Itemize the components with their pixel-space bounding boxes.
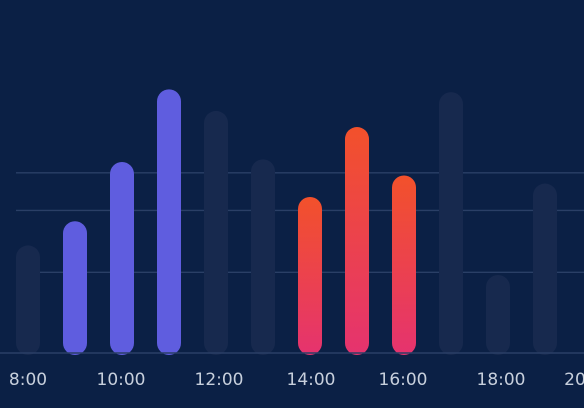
bar-warm-gradient-1400	[298, 196, 322, 355]
x-tick-label: 12:00	[195, 370, 244, 390]
x-tick-label: 10:00	[97, 370, 146, 390]
x-tick-label: 14:00	[287, 370, 336, 390]
bar-inactive-1300	[251, 159, 275, 355]
bar-inactive-1800	[486, 274, 510, 355]
bar-warm-gradient-1600	[392, 175, 416, 355]
x-tick-label: 16:00	[379, 370, 428, 390]
bar-inactive-1200	[204, 110, 228, 356]
bars-group	[16, 89, 557, 356]
bar-blue-1100	[157, 89, 181, 355]
bar-blue-1000	[110, 162, 134, 355]
x-tick-label: 20	[564, 370, 584, 390]
bar-blue-900	[63, 221, 87, 355]
bar-inactive-800	[16, 245, 40, 355]
bar-inactive-1700	[439, 92, 463, 355]
x-tick-label: 18:00	[477, 370, 526, 390]
bar-warm-gradient-1500	[345, 127, 369, 355]
x-axis-tick-labels: 8:00 10:00 12:00 14:00 16:00 18:00 20	[9, 370, 584, 390]
bar-inactive-1900	[533, 183, 557, 355]
x-tick-label: 8:00	[9, 370, 47, 390]
